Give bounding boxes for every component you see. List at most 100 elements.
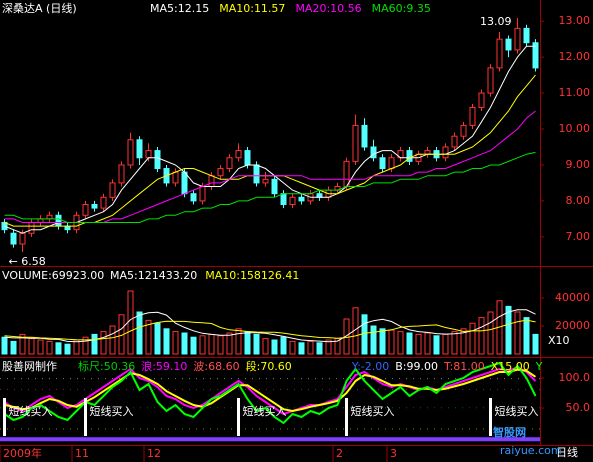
volume-bar — [55, 342, 62, 355]
candle-body — [118, 164, 125, 184]
candle-body — [226, 157, 233, 170]
y-tick-label: 100.0 — [559, 371, 591, 384]
y-tick-label: 9.00 — [566, 158, 591, 171]
candle-body — [298, 196, 305, 202]
candle-body — [181, 171, 188, 195]
buy-signal-label: 短线买入 — [495, 404, 539, 418]
volume-bar — [64, 343, 71, 355]
x-tick-label: 12 — [147, 447, 161, 460]
legend-entry: MA5:121433.20 — [110, 269, 197, 282]
high-label: 13.09 — [480, 15, 512, 28]
candle-body — [424, 150, 431, 155]
candle-body — [460, 124, 467, 137]
volume-bar — [460, 328, 467, 355]
volume-bar — [37, 339, 44, 355]
legend-entry: MA60:9.35 — [372, 2, 431, 15]
volume-bar — [298, 342, 305, 355]
candle-body — [514, 27, 521, 51]
y-tick-label: 50.0 — [566, 401, 591, 414]
candle-body — [280, 193, 287, 205]
y-tick-label: 13.00 — [559, 14, 591, 27]
volume-bar — [145, 319, 152, 355]
candle-body — [37, 218, 44, 223]
ma-line — [4, 151, 536, 223]
volume-bar — [253, 333, 260, 355]
volume-bar — [433, 335, 440, 355]
candle-body — [370, 146, 377, 159]
volume-bar — [82, 336, 89, 355]
volume-title: VOLUME:69923.00 — [2, 269, 104, 282]
candle-body — [316, 193, 323, 198]
volume-bar — [316, 342, 323, 355]
volume-bar — [505, 305, 512, 355]
candle-body — [208, 175, 215, 188]
candle-body — [352, 124, 359, 162]
volume-bar — [523, 317, 530, 355]
volume-bar — [217, 335, 224, 355]
volume-bar — [208, 333, 215, 355]
candle-body — [496, 38, 503, 69]
volume-bar — [10, 340, 17, 355]
volume-bar — [1, 336, 8, 355]
volume-bar — [235, 328, 242, 355]
volume-bar — [289, 340, 296, 355]
buy-signal-label: 短线买入 — [351, 404, 395, 418]
volume-bar — [91, 333, 98, 355]
volume-bar — [370, 325, 377, 355]
volume-bar — [127, 290, 134, 355]
volume-bar — [397, 331, 404, 355]
candle-body — [55, 214, 62, 227]
candle-body — [361, 124, 368, 148]
candle-body — [82, 203, 89, 216]
x-tick-label: 11 — [75, 447, 89, 460]
volume-bar — [424, 332, 431, 355]
candle-body — [343, 160, 350, 188]
buy-signal-label: 短线买入 — [243, 404, 287, 418]
volume-bar — [532, 333, 539, 355]
candle-body — [523, 27, 530, 44]
indicator-legend: T:81.00 — [443, 360, 485, 373]
legend-entry: MA5:12.15 — [150, 2, 209, 15]
volume-bar — [442, 333, 449, 355]
indicator-legend: B:99.00 — [395, 360, 438, 373]
volume-bar — [514, 311, 521, 355]
indicator-legend: Y — [535, 360, 543, 373]
volume-bar — [361, 314, 368, 355]
legend-entry: MA10:158126.41 — [205, 269, 299, 282]
candle-body — [289, 196, 296, 205]
indicator-legend: X15.00 — [491, 360, 530, 373]
watermark-title: 智股网 — [493, 425, 526, 439]
y-tick-label: 7.00 — [566, 230, 591, 243]
volume-bar — [379, 328, 386, 355]
candle-body — [235, 150, 242, 159]
candle-body — [253, 164, 260, 184]
candle-body — [19, 232, 26, 245]
candle-body — [379, 157, 386, 170]
x-tick-label: 3 — [390, 447, 397, 460]
volume-unit: X10 — [548, 334, 570, 347]
indicator-legend: 标尺:50.36 — [78, 359, 135, 373]
volume-bar — [109, 325, 116, 355]
candle-body — [406, 150, 413, 162]
indicator-line — [3, 366, 537, 416]
volume-ma-line — [4, 319, 536, 341]
volume-bar — [280, 336, 287, 355]
candle-body — [532, 42, 539, 69]
volume-bar — [19, 333, 26, 355]
volume-bar — [199, 335, 206, 355]
y-tick-label: 10.00 — [559, 122, 591, 135]
candle-body — [28, 221, 35, 234]
candle-body — [505, 38, 512, 51]
volume-bar — [469, 322, 476, 355]
candle-body — [127, 139, 134, 166]
y-tick-label: 20000 — [555, 319, 590, 332]
volume-bar — [244, 331, 251, 355]
candle-body — [478, 92, 485, 108]
candle-body — [136, 139, 143, 159]
volume-bar — [181, 332, 188, 355]
indicator-title: 股善网制作 — [2, 359, 57, 373]
low-label: ← 6.58 — [9, 255, 46, 268]
volume-bar — [100, 331, 107, 355]
